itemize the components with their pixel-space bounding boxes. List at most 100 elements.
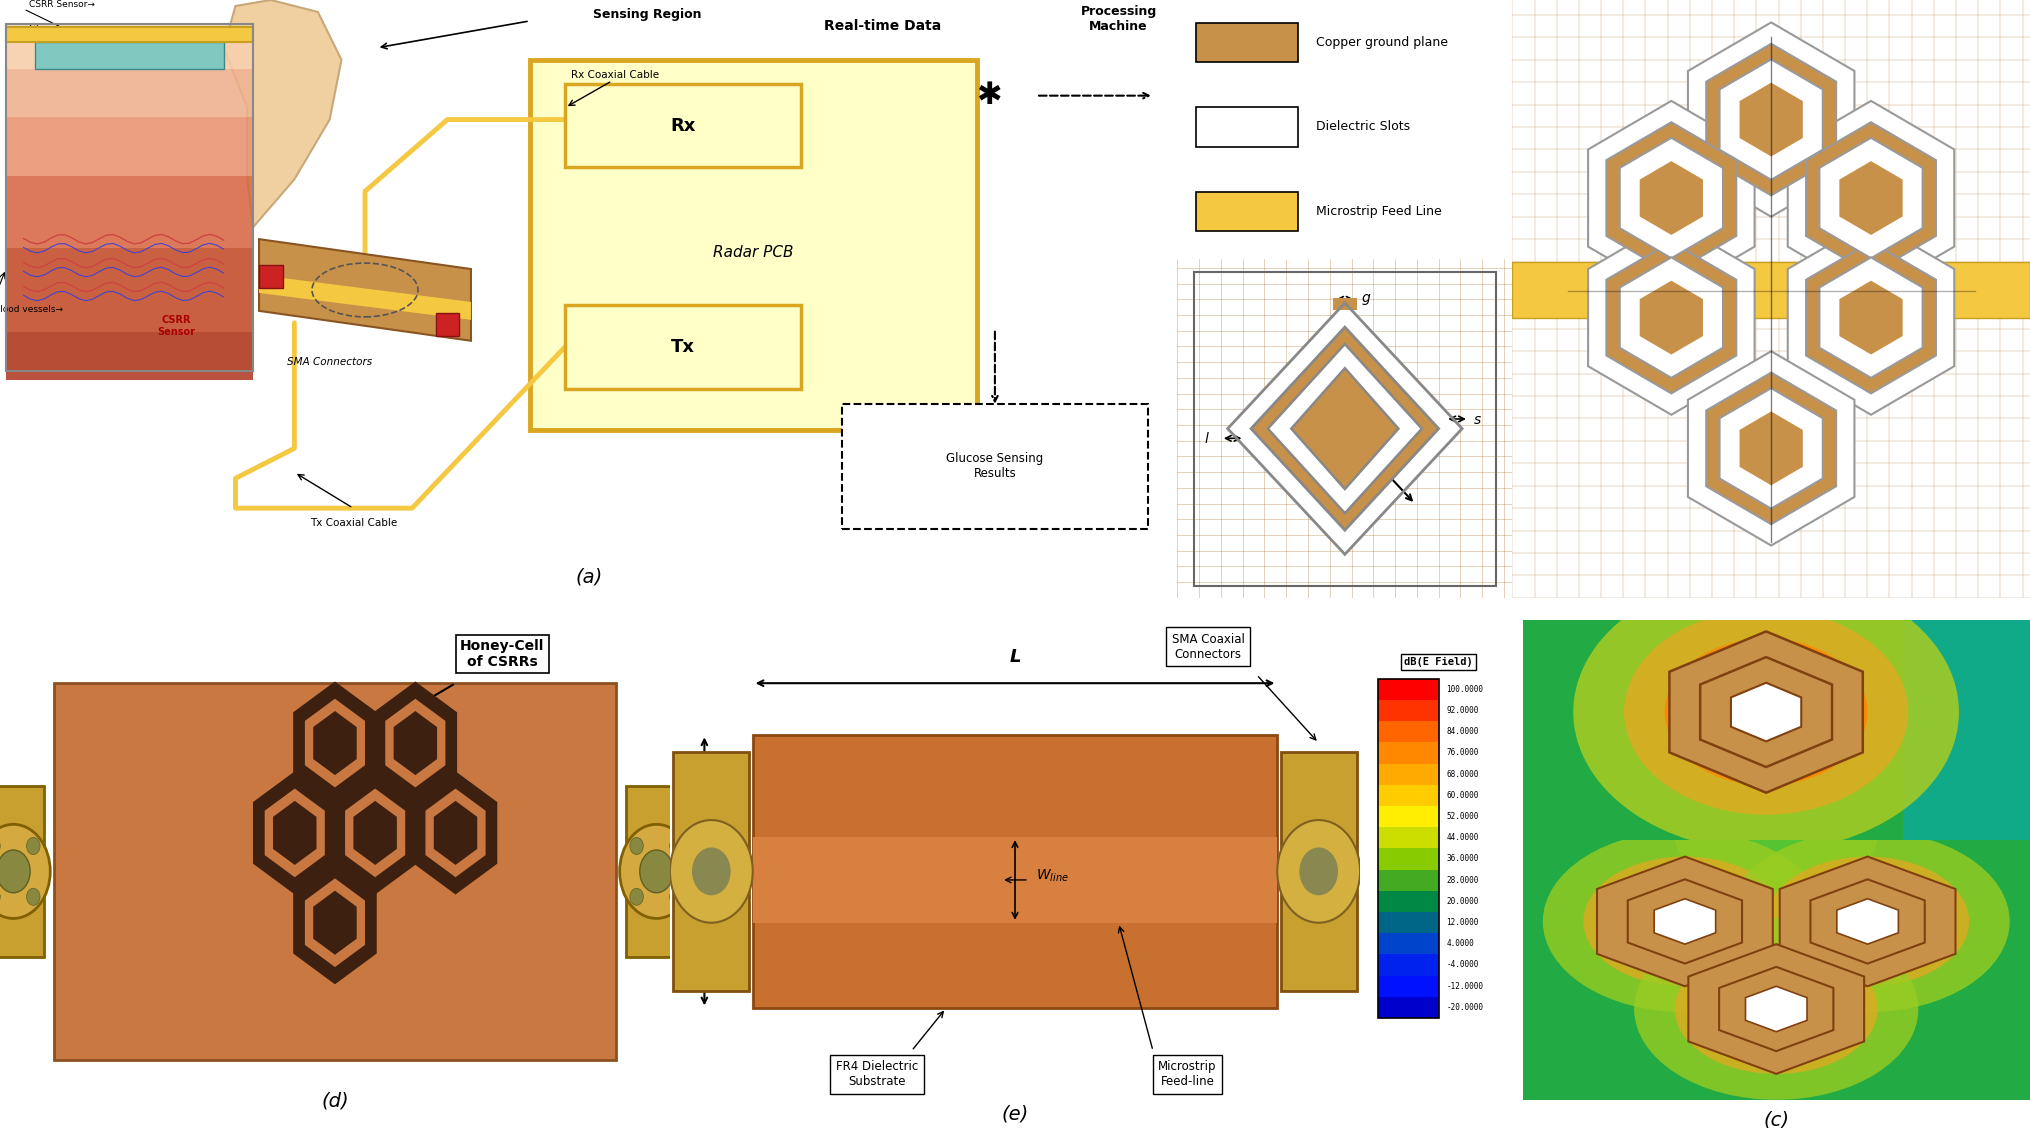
Bar	[1378, 933, 1439, 954]
Bar	[53, 684, 617, 1059]
Bar	[1196, 192, 1297, 231]
Bar	[6, 27, 254, 42]
Polygon shape	[292, 681, 378, 804]
Text: -20.0000: -20.0000	[1445, 1003, 1484, 1012]
Bar	[1196, 107, 1297, 147]
Text: 60.0000: 60.0000	[1445, 791, 1478, 800]
Text: Blood vessels→: Blood vessels→	[0, 305, 63, 314]
Bar	[530, 60, 976, 431]
Circle shape	[1583, 856, 1786, 986]
Text: FR4 Dielectric
Substrate: FR4 Dielectric Substrate	[836, 1060, 918, 1089]
Polygon shape	[304, 698, 365, 787]
Bar	[627, 786, 686, 957]
Circle shape	[619, 825, 694, 918]
Polygon shape	[394, 711, 436, 775]
Bar	[1281, 751, 1356, 992]
Circle shape	[1624, 609, 1908, 814]
Text: (b): (b)	[1758, 620, 1784, 640]
Bar	[1378, 679, 1439, 1017]
Polygon shape	[1250, 327, 1439, 530]
Bar	[1378, 997, 1439, 1017]
Bar	[564, 83, 800, 167]
Bar	[1378, 785, 1439, 805]
Text: 92.0000: 92.0000	[1445, 706, 1478, 715]
Circle shape	[1608, 873, 1760, 970]
Circle shape	[1654, 902, 1715, 941]
Circle shape	[1634, 889, 1736, 954]
Bar	[6, 332, 254, 380]
Polygon shape	[1839, 161, 1902, 235]
Text: 12.0000: 12.0000	[1445, 918, 1478, 927]
Polygon shape	[1807, 241, 1937, 394]
Polygon shape	[1620, 257, 1723, 378]
Polygon shape	[1228, 303, 1462, 554]
Bar	[1378, 891, 1439, 911]
Text: Rx: Rx	[670, 116, 696, 134]
Bar	[1378, 870, 1439, 891]
Circle shape	[670, 820, 753, 923]
Polygon shape	[1839, 281, 1902, 354]
Polygon shape	[1707, 44, 1835, 195]
Polygon shape	[1819, 257, 1922, 378]
Text: SMA Connectors: SMA Connectors	[286, 356, 371, 367]
Circle shape	[1726, 830, 2010, 1012]
Bar	[6, 248, 254, 332]
Polygon shape	[1606, 241, 1736, 394]
Circle shape	[1726, 977, 1827, 1041]
Polygon shape	[1780, 856, 1955, 986]
Polygon shape	[1740, 412, 1803, 485]
Text: -4.0000: -4.0000	[1445, 961, 1478, 969]
Circle shape	[26, 888, 41, 906]
Polygon shape	[1746, 986, 1807, 1032]
Circle shape	[26, 837, 41, 855]
Bar	[1378, 764, 1439, 785]
Polygon shape	[1719, 967, 1833, 1051]
Polygon shape	[386, 698, 445, 787]
Polygon shape	[260, 275, 471, 320]
Text: Dielectric Slots: Dielectric Slots	[1315, 121, 1411, 133]
Polygon shape	[1687, 351, 1855, 546]
Polygon shape	[1587, 100, 1754, 296]
Bar	[1378, 679, 1439, 699]
Bar	[1378, 742, 1439, 764]
Bar	[6, 116, 254, 176]
Polygon shape	[260, 239, 471, 341]
Polygon shape	[313, 891, 357, 954]
Circle shape	[1277, 820, 1360, 923]
Polygon shape	[1640, 161, 1703, 235]
Bar	[0, 786, 43, 957]
Text: g: g	[1362, 291, 1370, 305]
Text: Sensing Region: Sensing Region	[593, 8, 702, 21]
Polygon shape	[264, 788, 325, 878]
Polygon shape	[1598, 856, 1772, 986]
Text: Glucose Sensing
Results: Glucose Sensing Results	[946, 452, 1043, 481]
Polygon shape	[1807, 122, 1937, 274]
Circle shape	[629, 837, 644, 855]
Polygon shape	[1640, 281, 1703, 354]
Bar	[1378, 827, 1439, 848]
Text: (e): (e)	[1001, 1104, 1029, 1123]
Circle shape	[1699, 664, 1831, 760]
Text: 36.0000: 36.0000	[1445, 854, 1478, 863]
Polygon shape	[1719, 60, 1823, 179]
Circle shape	[1746, 989, 1807, 1029]
Text: 44.0000: 44.0000	[1445, 834, 1478, 843]
Polygon shape	[1732, 682, 1801, 741]
Circle shape	[1634, 918, 1918, 1100]
Bar	[1378, 976, 1439, 997]
Polygon shape	[1587, 220, 1754, 415]
Polygon shape	[1788, 100, 1955, 296]
Bar	[1334, 298, 1356, 310]
Text: 84.0000: 84.0000	[1445, 728, 1478, 737]
Circle shape	[1675, 769, 1878, 899]
Polygon shape	[1819, 138, 1922, 258]
Polygon shape	[1687, 23, 1855, 217]
Polygon shape	[1606, 122, 1736, 274]
Polygon shape	[1269, 344, 1421, 513]
Text: Rx Coaxial Cable: Rx Coaxial Cable	[570, 70, 660, 80]
Bar	[1378, 911, 1439, 933]
Circle shape	[1573, 573, 1959, 852]
Polygon shape	[274, 801, 317, 865]
Bar	[260, 265, 282, 288]
Circle shape	[629, 888, 644, 906]
